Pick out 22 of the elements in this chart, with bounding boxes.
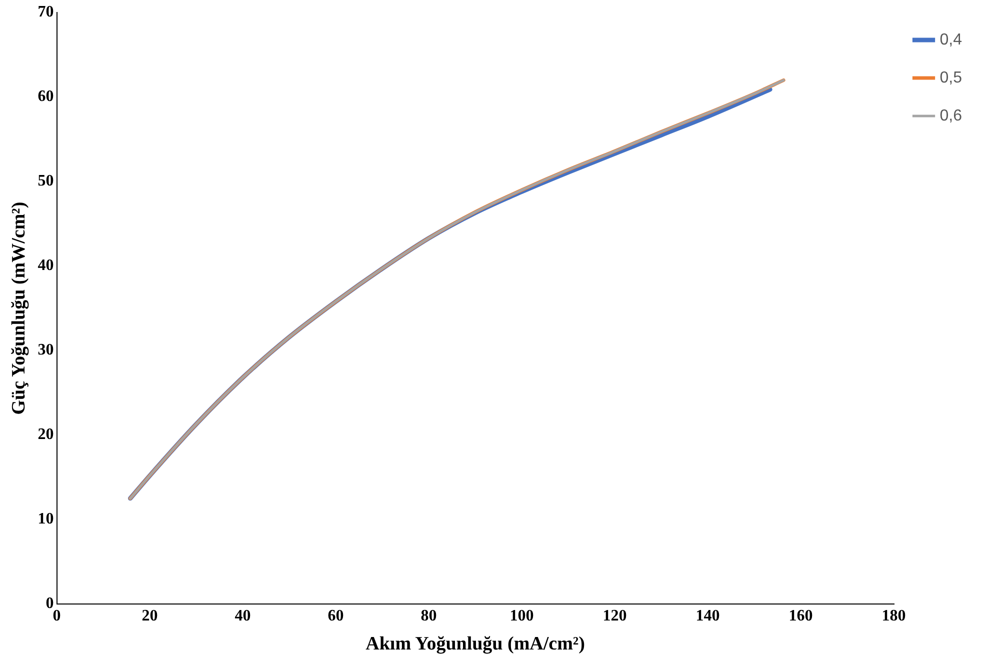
legend-label: 0,6 bbox=[940, 107, 962, 124]
y-tick-label: 30 bbox=[38, 342, 54, 359]
y-tick-label: 50 bbox=[38, 172, 54, 190]
x-tick-label: 100 bbox=[510, 608, 534, 625]
y-tick-label: 70 bbox=[38, 4, 54, 21]
x-tick-label: 180 bbox=[882, 608, 906, 625]
legend-label: 0,4 bbox=[940, 31, 962, 48]
y-tick-label: 60 bbox=[38, 88, 54, 106]
x-tick-label: 40 bbox=[234, 608, 251, 625]
x-tick-label: 80 bbox=[420, 608, 437, 625]
legend-label: 0,5 bbox=[940, 69, 962, 86]
y-tick-label: 20 bbox=[38, 426, 54, 444]
x-tick-label: 160 bbox=[788, 608, 813, 625]
x-tick-label: 60 bbox=[328, 608, 344, 625]
y-tick-label: 10 bbox=[38, 510, 54, 528]
y-tick-label: 40 bbox=[38, 257, 54, 274]
x-tick-label: 140 bbox=[696, 608, 720, 625]
y-tick-label: 0 bbox=[46, 595, 54, 612]
x-tick-label: 120 bbox=[602, 608, 627, 625]
x-axis-title: Akım Yoğunluğu (mA/cm²) bbox=[366, 634, 585, 655]
y-axis-title: Güç Yoğunluğu (mW/cm²) bbox=[8, 202, 30, 415]
x-tick-label: 20 bbox=[142, 608, 158, 625]
